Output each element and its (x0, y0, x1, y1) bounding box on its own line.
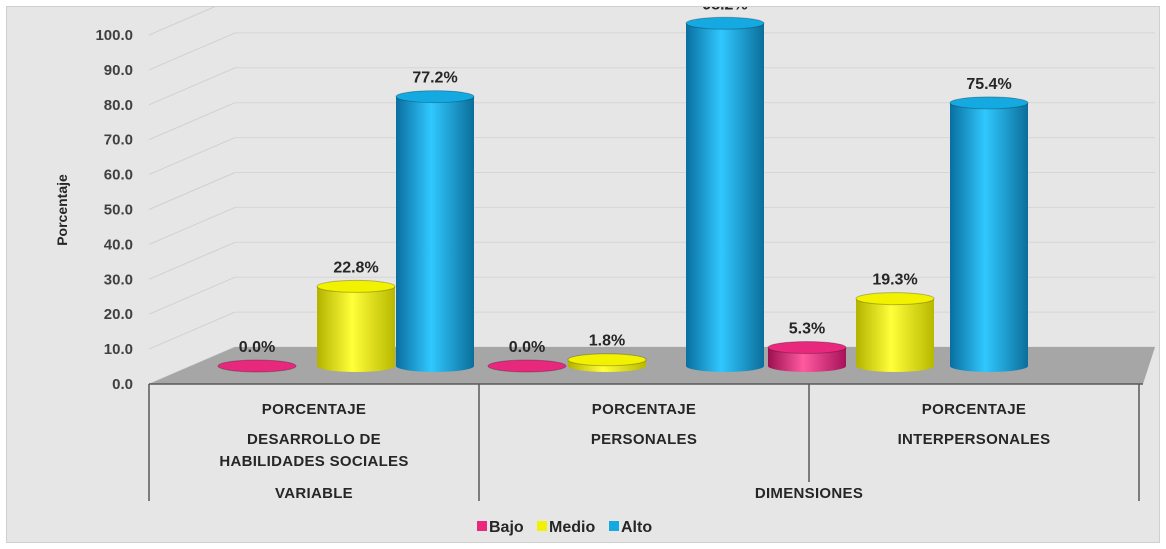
bar (685, 16, 765, 372)
legend-swatch (537, 521, 547, 531)
bar-top (217, 359, 297, 373)
bar-chart: 0.0% 0.0% 5.3% 22.8% 1.8% 19.3% 77.2% 98.2% 75.4… (54, 7, 1155, 536)
y-tick-label: 0.0 (112, 376, 133, 393)
legend-item: Bajo (477, 519, 524, 536)
bar-top (316, 279, 396, 293)
data-label: 22.8% (333, 259, 378, 276)
bar-top (685, 16, 765, 30)
bar (487, 359, 567, 373)
bar-top (567, 353, 647, 367)
chart-area: 0.0% 0.0% 5.3% 22.8% 1.8% 19.3% 77.2% 98.2% 75.4… (6, 6, 1160, 543)
bar-top (487, 359, 567, 373)
gridline-side (148, 241, 236, 280)
bar (316, 279, 396, 372)
category-label: DESARROLLO DE (247, 431, 381, 448)
gridline-side (148, 102, 236, 141)
bar-body (396, 96, 474, 373)
gridline-side (148, 276, 236, 315)
y-tick-label: 40.0 (104, 236, 133, 253)
y-axis-title: Porcentaje (54, 174, 70, 246)
gridline-side (148, 206, 236, 245)
category-label: PERSONALES (591, 431, 697, 448)
bar (567, 353, 647, 372)
y-tick-label: 90.0 (104, 62, 133, 79)
bar (949, 96, 1029, 372)
y-tick-label: 100.0 (95, 27, 133, 44)
bar-body (950, 102, 1028, 372)
bar-body (317, 286, 395, 372)
category-label: PORCENTAJE (592, 401, 696, 418)
legend-label: Bajo (489, 519, 524, 536)
bar-top (767, 341, 847, 355)
bar-body (686, 23, 764, 372)
data-label: 0.0% (509, 339, 545, 356)
gridline-side (148, 7, 216, 36)
bar-body (768, 347, 846, 372)
bar (767, 341, 847, 372)
bar-body (856, 298, 934, 372)
legend-label: Alto (621, 519, 652, 536)
category-label: PORCENTAJE (262, 401, 366, 418)
data-label: 1.8% (589, 333, 625, 350)
group-label: DIMENSIONES (755, 485, 863, 502)
y-tick-label: 70.0 (104, 132, 133, 149)
y-tick-label: 10.0 (104, 341, 133, 358)
data-label: 0.0% (239, 339, 275, 356)
bar (395, 90, 475, 373)
gridline-side (148, 67, 236, 106)
y-tick-label: 60.0 (104, 167, 133, 184)
bar-top (855, 292, 935, 306)
gridline-side (148, 172, 236, 210)
data-label: 5.3% (789, 321, 825, 338)
bar-top (395, 90, 475, 104)
legend-swatch (477, 521, 487, 531)
bar-top (949, 96, 1029, 110)
data-label: 75.4% (966, 76, 1011, 93)
legend-label: Medio (549, 519, 595, 536)
gridline-side (148, 137, 236, 176)
legend-swatch (609, 521, 619, 531)
gridline-side (148, 311, 236, 350)
y-tick-label: 80.0 (104, 97, 133, 114)
y-tick-label: 50.0 (104, 202, 133, 219)
group-label: VARIABLE (275, 485, 353, 502)
y-tick-label: 30.0 (104, 271, 133, 288)
gridline-side (148, 32, 236, 71)
data-label: 77.2% (412, 70, 457, 87)
data-label: 98.2% (702, 7, 747, 13)
category-label: HABILIDADES SOCIALES (219, 453, 408, 470)
category-label: PORCENTAJE (922, 401, 1026, 418)
bar (855, 292, 935, 372)
bar (217, 359, 297, 373)
category-label: INTERPERSONALES (898, 431, 1051, 448)
legend-item: Medio (537, 519, 595, 536)
y-tick-label: 20.0 (104, 306, 133, 323)
legend-item: Alto (609, 519, 652, 536)
data-label: 19.3% (872, 272, 917, 289)
